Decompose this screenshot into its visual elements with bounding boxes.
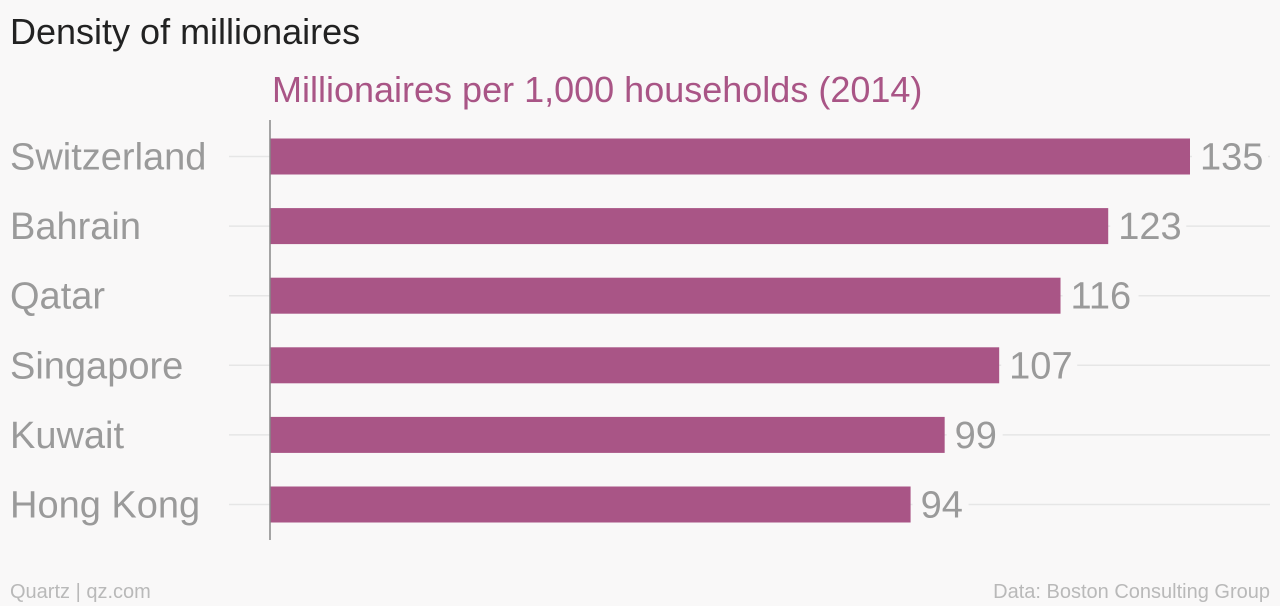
value-label: 94 xyxy=(921,485,963,527)
value-label-backdrop xyxy=(1001,343,1078,388)
chart-title: Density of millionaires xyxy=(10,11,361,52)
value-label-backdrop xyxy=(1062,273,1139,318)
bar-singapore xyxy=(270,347,1000,384)
value-label: 99 xyxy=(955,415,997,457)
footer-brand: Quartz | qz.com xyxy=(10,581,151,603)
value-label-backdrop xyxy=(946,412,1003,457)
bar-qatar xyxy=(270,277,1061,314)
value-label: 123 xyxy=(1118,206,1181,248)
value-label: 116 xyxy=(1071,276,1132,318)
category-label: Hong Kong xyxy=(10,485,200,527)
grid-lines xyxy=(229,134,1270,527)
value-label-backdrop xyxy=(1110,204,1187,249)
category-label: Kuwait xyxy=(10,415,124,457)
bar-bahrain xyxy=(270,208,1109,245)
value-label-backdrop xyxy=(912,482,969,527)
category-label: Switzerland xyxy=(10,137,206,179)
bar-kuwait xyxy=(270,416,945,453)
value-label-backdrop xyxy=(1192,134,1268,179)
value-label: 135 xyxy=(1200,137,1263,179)
value-labels: 135 123 116 107 99 94 xyxy=(921,137,1264,527)
chart-subtitle: Millionaires per 1,000 households (2014) xyxy=(272,69,922,110)
category-label: Qatar xyxy=(10,276,105,318)
footer-source: Data: Boston Consulting Group xyxy=(993,581,1270,603)
category-label: Bahrain xyxy=(10,206,141,248)
value-label: 107 xyxy=(1009,345,1072,387)
category-label: Singapore xyxy=(10,345,183,387)
category-labels: Switzerland Bahrain Qatar Singapore Kuwait Ho… xyxy=(10,137,206,527)
bar-switzerland xyxy=(270,138,1190,175)
bar-hong-kong xyxy=(270,486,911,523)
bars xyxy=(270,138,1190,523)
